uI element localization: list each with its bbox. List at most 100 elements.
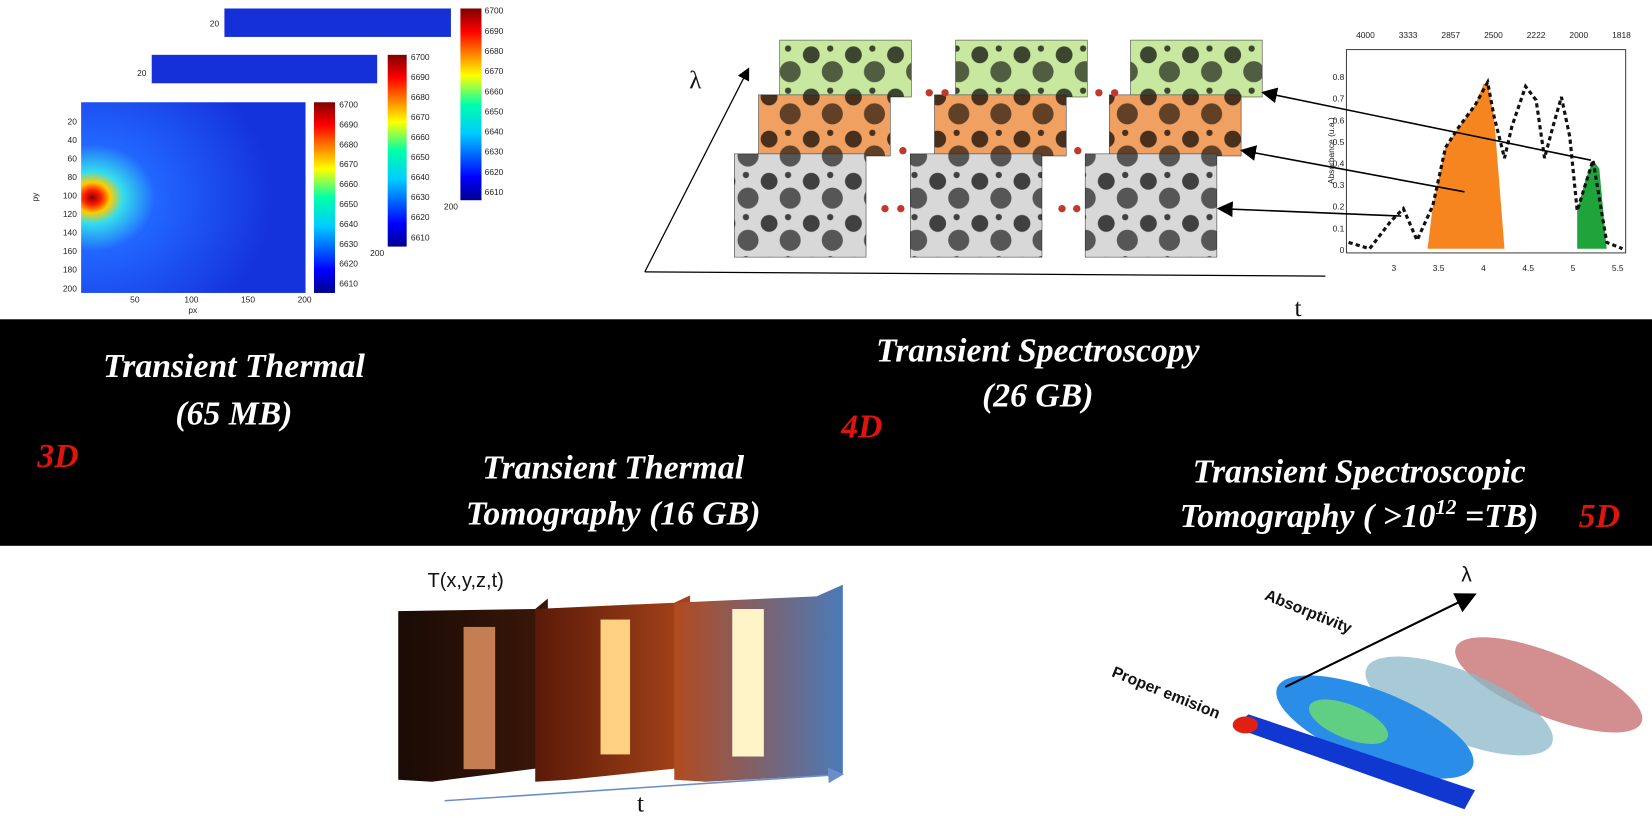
y-tick-label: 80 [68,172,78,182]
axis-label: py [30,192,40,202]
axis-label: λ [689,67,702,95]
lambda-arrow [1284,593,1477,688]
hot-bar [463,626,496,770]
y-tick-label: 200 [63,283,77,293]
colorbar-tick-label: 6630 [339,239,358,249]
x-tick-label: 4 [1481,263,1486,273]
heatmap-middle [151,54,378,84]
colorbar-tick-label: 6610 [339,279,358,289]
x-tick-label: 3.5 [1433,263,1445,273]
y-tick-label: 0.8 [1333,72,1345,82]
top-tick-label: 1818 [1612,30,1631,40]
spectrum-arrows [1216,87,1592,218]
tomography-cubes [398,584,844,802]
y-tick-label: 0.4 [1333,159,1345,169]
hot-bar [732,609,764,757]
axis-label: Absorbance (u.a.) [1326,117,1336,184]
y-tick-label: 180 [63,265,77,275]
y-tick-label: 160 [63,246,77,256]
arrow [1216,201,1402,218]
hotspot [1308,699,1389,744]
colorbar-tick-label: 6630 [411,192,430,202]
colorbar-tick-label: 6640 [485,127,504,137]
colorbar-tick-label: 6640 [339,219,358,229]
x-tick-label: 100 [184,294,198,304]
tick-label: 200 [370,248,384,258]
t-axis [644,271,1326,277]
colorbar-tick-label: 6620 [339,259,358,269]
band-title: Transient Thermal [482,449,744,486]
heatmap-back [224,8,451,37]
band-area [1577,160,1607,249]
dimension: 3D [36,438,78,475]
x-tick-label: 150 [241,294,255,304]
y-tick-label: 100 [63,191,77,201]
colorbar-tick-label: 6660 [411,132,430,142]
microscopy-grid [734,39,1263,258]
heatmap-stack: 20 20 200 200 px py [30,8,482,315]
axis-label: px [188,305,198,315]
micrograph-texture [779,40,912,97]
axis-label: Proper emision [1109,664,1222,723]
title-band [0,319,1652,546]
lambda-axis [644,67,750,273]
top-tick-label: 3333 [1399,30,1418,40]
spectrum-line [1348,77,1624,251]
axis-label: Absorptivity [1262,587,1354,637]
hot-bar [600,619,631,755]
top-tick-label: 2500 [1484,30,1503,40]
colorbar-tick-label: 6680 [485,46,504,56]
y-tick-label: 0.2 [1333,202,1345,212]
colorbar-tick-label: 6700 [485,6,504,16]
x-tick-label: 4.5 [1522,263,1534,273]
micrograph-texture [1130,40,1263,97]
arrow [1261,87,1592,161]
colorbar-tick-label: 6610 [411,232,430,242]
colorbar-tick-label: 6620 [485,167,504,177]
micrograph-texture [1085,153,1217,258]
text-part: =TB) [1457,498,1539,535]
x-tick-label: 3 [1392,263,1397,273]
y-tick-label: 20 [68,116,78,126]
band-title: Transient Thermal [103,348,365,385]
micrograph-texture [758,94,891,156]
x-tick-label: 5.5 [1612,263,1624,273]
colorbar-tick-label: 6660 [485,86,504,96]
colorbar-middle [387,54,407,247]
dimension: 4D [840,408,882,445]
y-tick-label: 60 [68,153,78,163]
arrow [1240,145,1465,193]
dot [1058,204,1066,213]
slice [1455,637,1643,733]
tick-label: 20 [137,68,147,78]
x-tick-label: 5 [1571,263,1576,273]
colorbar-tick-label: 6680 [339,139,358,149]
tick-label: 20 [210,18,220,28]
dimension: 5D [1579,498,1620,535]
dot [881,204,889,213]
emission-body [1232,714,1475,810]
colorbar-tick-label: 6660 [339,179,358,189]
band-size: Tomography ( >1012 =TB) [1180,495,1539,535]
colorbar-tick-label: 6670 [339,159,358,169]
text-part: Tomography ( >10 [1180,498,1436,535]
colorbar-tick-label: 6620 [411,212,430,222]
dot [899,147,907,155]
hotspot [1232,716,1258,734]
colorbar-tick-label: 6670 [485,66,504,76]
band-size: (26 GB) [982,378,1093,415]
colorbar-front [313,102,336,293]
micrograph-texture [1109,94,1242,156]
dot [1095,89,1103,97]
dot [925,89,933,97]
top-tick-label: 2222 [1527,30,1546,40]
tick-label: 200 [444,202,458,212]
x-tick-label: 200 [298,294,312,304]
band-title: Transient Spectroscopic [1193,454,1526,491]
band-size: (65 MB) [175,396,292,433]
micrograph-texture [734,153,867,258]
micrograph-texture [934,94,1067,156]
dot [1073,204,1081,213]
y-tick-label: 0.5 [1333,137,1345,147]
top-tick-label: 2000 [1569,30,1588,40]
